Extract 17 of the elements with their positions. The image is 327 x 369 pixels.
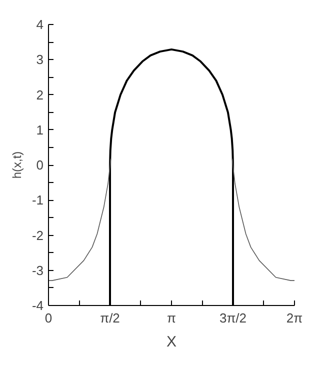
x-tick-label: π/2	[100, 310, 120, 326]
y-tick-label: 1	[36, 122, 44, 138]
y-tick-label: -4	[32, 298, 44, 313]
y-axis-title: h(x,t)	[10, 151, 24, 179]
x-tick-label: π	[167, 310, 176, 326]
x-tick-label: 3π/2	[219, 310, 247, 326]
line-series	[232, 158, 294, 281]
y-tick-label: 2	[36, 87, 44, 102]
x-axis-title: X	[166, 334, 177, 350]
line-series	[48, 158, 112, 281]
x-tick-label: 2π	[286, 310, 303, 326]
y-tick-label: -1	[32, 192, 44, 208]
y-tick-label: -3	[32, 262, 44, 278]
y-tick-label: 3	[36, 52, 44, 68]
y-tick-label: 0	[36, 158, 44, 172]
y-tick-label: 4	[36, 17, 44, 32]
y-tick-label: -2	[32, 228, 44, 243]
